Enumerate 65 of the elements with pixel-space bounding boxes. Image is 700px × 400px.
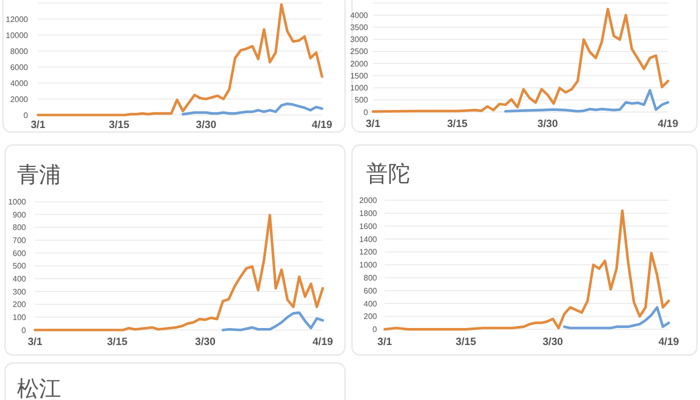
y-tick-label: 2000 [350, 59, 369, 68]
y-tick-label: 1200 [359, 248, 378, 257]
y-tick-label: 200 [12, 300, 27, 310]
y-tick-label: 1500 [350, 71, 369, 80]
y-tick-label: 8000 [10, 46, 29, 56]
y-tick-label: 0 [364, 108, 369, 117]
line-series [36, 3, 324, 116]
line-series [383, 209, 670, 331]
y-tick-label: 3500 [350, 23, 369, 32]
line-series [372, 8, 670, 113]
x-tick-label: 3/15 [108, 119, 130, 131]
x-tick-label: 3/30 [542, 336, 564, 348]
line-series [563, 306, 670, 330]
y-tick-label: 400 [364, 299, 378, 308]
y-tick-label: 12000 [6, 14, 29, 24]
text: 松江 [17, 376, 61, 400]
y-tick-label: 800 [364, 274, 378, 282]
y-tick-label: 4000 [10, 78, 29, 88]
y-tick-label: 3000 [350, 35, 369, 44]
x-tick-label: 4/19 [658, 118, 678, 130]
line-series [182, 102, 324, 116]
y-tick-label: 1000 [359, 260, 378, 270]
y-tick-label: 0 [372, 325, 378, 334]
x-tick-label: 3/15 [447, 118, 468, 130]
y-tick-label: 700 [12, 236, 27, 245]
x-tick-label: 4/19 [312, 119, 332, 131]
y-tick-label: 1600 [359, 222, 378, 231]
x-tick-label: 3/30 [195, 336, 216, 348]
y-tick-label: 300 [12, 287, 27, 296]
y-tick-label: 2000 [10, 94, 29, 104]
x-tick-label: 3/1 [377, 336, 392, 348]
y-tick-label: 1800 [359, 209, 378, 218]
x-tick-label: 3/1 [366, 118, 380, 130]
x-tick-label: 3/1 [28, 336, 42, 348]
y-tick-label: 1000 [8, 198, 27, 206]
y-tick-label: 500 [12, 262, 27, 271]
y-tick-label: 0 [24, 110, 29, 120]
y-tick-label: 6000 [10, 62, 29, 72]
y-tick-label: 900 [12, 210, 27, 220]
x-tick-label: 3/30 [196, 119, 216, 131]
y-tick-label: 2500 [350, 47, 369, 56]
x-tick-label: 4/19 [658, 336, 680, 348]
y-tick-label: 4000 [350, 10, 369, 20]
x-tick-label: 3/15 [456, 336, 476, 348]
x-tick-label: 3/30 [537, 118, 558, 130]
y-tick-label: 100 [12, 312, 27, 322]
y-tick-label: 500 [354, 96, 369, 105]
y-tick-label: 800 [12, 223, 27, 232]
y-tick-label: 2000 [359, 196, 378, 206]
y-tick-label: 1400 [359, 234, 378, 244]
y-tick-label: 600 [12, 248, 27, 258]
chart-title: 青浦 [17, 162, 61, 187]
y-tick-label: 0 [22, 326, 27, 335]
line-series [504, 88, 670, 113]
y-tick-label: 10000 [6, 30, 29, 40]
line-series [34, 214, 324, 332]
x-tick-label: 3/1 [30, 119, 46, 131]
x-tick-label: 4/19 [312, 336, 334, 348]
y-tick-label: 600 [364, 286, 378, 296]
y-tick-label: 200 [364, 312, 378, 322]
line-series [222, 311, 324, 332]
y-tick-label: 1000 [350, 84, 369, 93]
y-tick-label: 400 [12, 274, 27, 284]
x-tick-label: 3/15 [106, 336, 128, 348]
chart-title: 普陀 [366, 161, 410, 186]
